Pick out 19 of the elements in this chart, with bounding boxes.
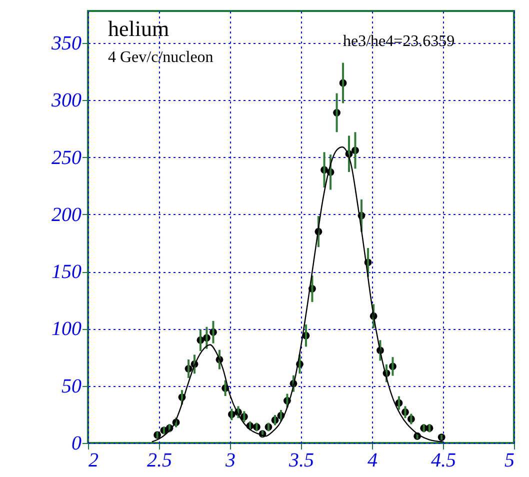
y-tick-label: 200 [52,204,82,226]
annotation: 4 Gev/c/nucleon [108,49,214,66]
y-tick-label: 150 [52,261,82,284]
y-tick-label: 350 [50,32,82,54]
annotation: he3/he4=23.6359 [343,33,455,50]
x-tick-label: 5 [504,450,514,472]
x-tick-label: 2 [88,450,98,472]
annotation: helium [108,16,170,41]
line-series [151,146,444,442]
y-tick-label: 100 [52,318,82,340]
y-tick-label: 300 [50,90,82,112]
x-tick-label: 4.5 [431,450,456,472]
x-tick-label: 3 [224,450,236,472]
y-tick-label: 250 [52,146,82,169]
x-tick-label: 3.5 [288,450,314,472]
y-tick-label: 50 [62,375,82,398]
x-tick-label: 2.5 [147,450,172,472]
y-tick-label: 0 [72,432,82,454]
x-tick-label: 4 [368,450,378,472]
